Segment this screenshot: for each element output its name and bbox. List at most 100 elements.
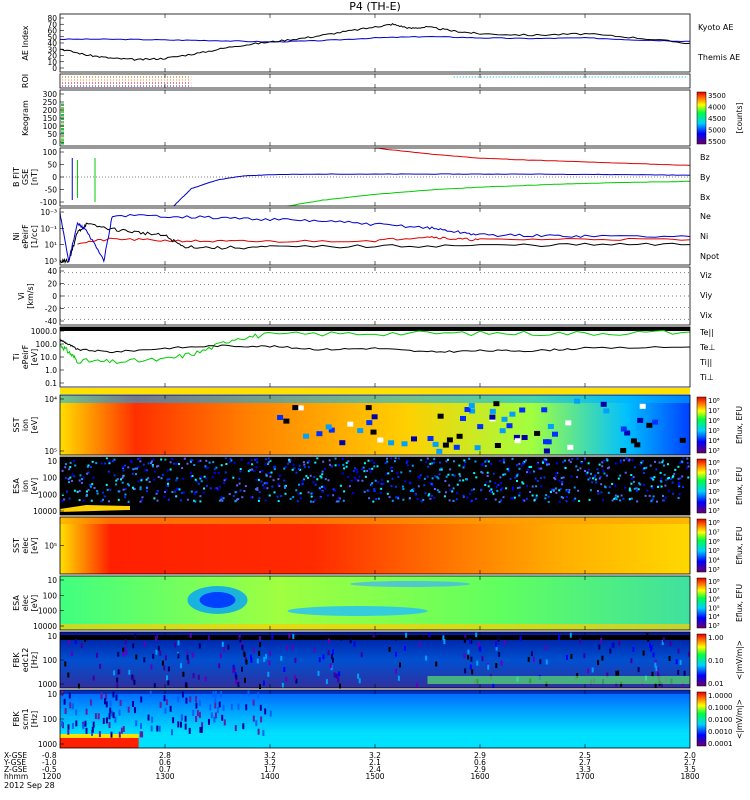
- y-tick-label: 0: [52, 292, 57, 301]
- footer-value: 3.2: [264, 751, 276, 760]
- series-line-kyotoae: [59, 35, 691, 43]
- spectrogram-cell: [272, 466, 275, 469]
- spectrogram-cell: [397, 497, 400, 500]
- spectrogram-cell: [500, 499, 503, 502]
- keogram-strip: [61, 107, 64, 110]
- spectrogram-cell: [187, 659, 190, 665]
- spectrogram-cell: [597, 660, 600, 666]
- spectrogram-cell: [116, 683, 119, 689]
- spectrogram-cell: [85, 495, 88, 498]
- spectrogram-cell: [635, 487, 638, 490]
- y-tick-label: 10⁵: [44, 447, 57, 456]
- spectrogram-cell: [292, 634, 295, 639]
- y-tick-label: 200: [43, 106, 58, 115]
- y-axis-label: Ti: [12, 354, 21, 362]
- spectrogram-cell: [137, 480, 140, 483]
- spectrogram-cell: [514, 438, 521, 444]
- spectrogram-cell: [174, 642, 177, 648]
- spectrogram-cell: [243, 490, 246, 492]
- spectrogram-cell: [236, 498, 238, 501]
- spectrogram-cell: [195, 696, 198, 702]
- spectrogram-cell: [552, 431, 558, 437]
- spectrogram-cell: [544, 460, 547, 463]
- spectrogram-cell: [686, 467, 688, 470]
- y-axis-label: ePeirF: [21, 224, 30, 249]
- spectrogram-cell: [641, 460, 644, 463]
- spectrogram-cell: [259, 642, 262, 648]
- spectrogram-cell: [404, 480, 407, 483]
- spectrogram-cell: [495, 645, 498, 651]
- spectrogram-cell: [619, 474, 622, 477]
- y-tick-label: 1000: [38, 607, 57, 616]
- spectrogram-cell: [487, 460, 490, 463]
- spectrogram-cell: [380, 478, 383, 481]
- spectrogram-cell: [189, 696, 192, 703]
- spectrogram-cell: [456, 433, 463, 439]
- spectrogram-cell: [554, 475, 557, 478]
- spectrogram-cell: [334, 457, 337, 460]
- y-axis-label: FBK: [12, 652, 21, 668]
- spectrogram-cell: [255, 720, 258, 727]
- spectrogram-cell: [324, 478, 327, 481]
- spectrogram-cell: [532, 656, 535, 662]
- spectrogram-cell: [674, 468, 677, 471]
- spectrogram-cell: [463, 459, 466, 462]
- panel-fbk-edc12: 1000 100 10 FBK edc12 [Hz] 1.00 0.10 0.01 <|mV/m|…: [12, 631, 744, 689]
- spectrogram-cell: [228, 493, 231, 495]
- spectrogram-cell: [476, 660, 479, 666]
- spectrogram-cell: [139, 731, 142, 738]
- spectrogram-cell: [110, 710, 113, 717]
- spectrogram-cell: [415, 682, 418, 688]
- spectrogram-cell: [144, 469, 147, 472]
- spectrogram-cell: [325, 679, 328, 685]
- spectrogram-cell: [321, 473, 324, 476]
- spectrogram-cell: [103, 495, 106, 498]
- spectrogram-cell: [537, 467, 540, 470]
- spectrogram-cell: [589, 477, 591, 479]
- spectrogram-cell: [448, 484, 451, 487]
- spectrogram-cell: [644, 494, 647, 497]
- spectrogram-cell: [373, 488, 376, 490]
- spectrogram-cell: [229, 457, 232, 460]
- spectrogram-cell: [122, 647, 125, 653]
- spectrogram-cell: [509, 477, 512, 480]
- spectrogram-cell: [193, 499, 196, 502]
- spectrogram-cell: [506, 423, 513, 429]
- spectrogram-cell: [613, 497, 616, 500]
- spectrogram-cell: [222, 704, 225, 711]
- spectrogram-cell: [502, 460, 505, 463]
- spectrogram-cell: [143, 641, 146, 647]
- colorbar-tick: 10³: [708, 507, 720, 515]
- colorbar: [696, 691, 707, 747]
- spectrogram-cell: [316, 478, 319, 481]
- spectrogram-cell: [186, 655, 189, 660]
- spectrogram-cell: [660, 682, 663, 687]
- spectrogram-cell: [147, 477, 150, 480]
- spectrogram-cell: [221, 499, 224, 502]
- spectrogram-cell: [131, 674, 134, 680]
- spectrogram-cell: [468, 403, 475, 409]
- spectrogram-cell: [299, 492, 302, 495]
- spectrogram-cell: [152, 653, 155, 659]
- spectrogram-cell: [137, 466, 140, 469]
- spectrogram-cell: [561, 481, 564, 483]
- spectrogram-cell: [61, 469, 64, 472]
- spectrogram-cell: [370, 484, 373, 487]
- spectrogram-cell: [185, 697, 188, 704]
- spectrogram-cell: [530, 651, 533, 657]
- spectrogram-cell: [122, 488, 125, 491]
- spectrogram-cell: [448, 499, 451, 502]
- spectrogram-cell: [61, 690, 64, 697]
- spectrogram-cell: [665, 479, 668, 482]
- spectrogram-cell: [184, 715, 187, 722]
- spectrogram-cell: [657, 486, 659, 488]
- spectrogram-cell: [256, 487, 259, 490]
- spectrogram-cell: [522, 462, 524, 464]
- spectrogram-cell: [153, 478, 156, 481]
- spectrogram-cell: [135, 473, 137, 476]
- spectrogram-cell: [172, 717, 175, 724]
- spectrogram-cell: [256, 489, 259, 491]
- spectrogram-cell: [99, 663, 102, 669]
- colorbar-tick: 5000: [708, 127, 726, 135]
- y-axis-label: [eV]: [30, 417, 39, 434]
